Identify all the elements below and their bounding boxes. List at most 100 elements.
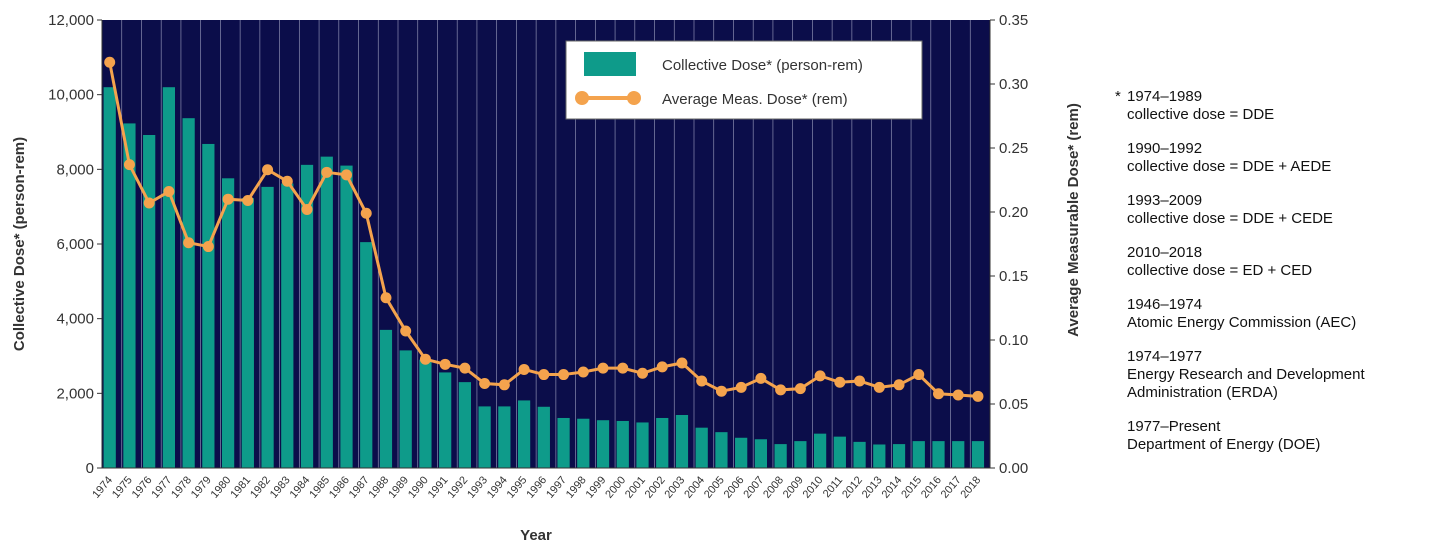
x-tick-label: 1991 (426, 474, 451, 500)
x-tick-label: 1976 (130, 474, 155, 500)
x-tick-label: 1999 (584, 474, 609, 500)
note-period: 1974–1989 (1127, 88, 1203, 105)
x-tick-label: 2001 (623, 474, 648, 500)
bar-1993 (478, 406, 491, 468)
note-star: * (1115, 88, 1121, 105)
right-tick-label: 0.35 (999, 12, 1028, 29)
point-2004 (696, 375, 708, 387)
left-tick-label: 0 (86, 460, 94, 477)
x-tick-label: 2004 (682, 474, 707, 500)
x-tick-label: 2009 (781, 474, 806, 500)
point-1980 (222, 193, 234, 205)
bar-2001 (636, 422, 649, 468)
legend-bar-swatch (584, 52, 636, 76)
x-tick-label: 1998 (564, 474, 589, 500)
note-item: 1993–2009 collective dose = DDE + CEDE (1127, 192, 1435, 228)
bar-1984 (300, 164, 314, 468)
note-period: 1974–1977 (1127, 348, 1203, 365)
bar-2014 (892, 444, 906, 468)
right-axis: 0.00 0.05 0.10 0.15 0.20 0.25 0.30 0.35 (989, 12, 1028, 477)
x-tick-label: 1990 (406, 474, 431, 500)
x-tick-label: 2010 (801, 474, 826, 500)
note-text: Department of Energy (DOE) (1127, 436, 1321, 453)
bar-1990 (419, 359, 432, 468)
bar-2006 (735, 437, 748, 468)
x-axis-label: Year (520, 527, 552, 543)
bar-1983 (281, 183, 294, 468)
x-tick-label: 2006 (722, 474, 747, 500)
x-tick-label: 2007 (741, 474, 766, 500)
x-tick-label: 1995 (505, 474, 530, 500)
legend-line-label: Average Meas. Dose* (rem) (662, 91, 848, 108)
x-tick-label: 1988 (366, 474, 391, 500)
bar-1995 (517, 400, 531, 468)
point-1998 (577, 366, 589, 378)
bar-1985 (320, 156, 333, 468)
bar-1987 (360, 242, 373, 468)
bar-1989 (399, 350, 412, 468)
x-tick-label: 2013 (860, 474, 885, 500)
x-tick-label: 1980 (209, 474, 234, 500)
point-1984 (301, 203, 313, 215)
x-tick-label: 1983 (268, 474, 293, 500)
x-tick-label: 2002 (643, 474, 668, 500)
point-1983 (281, 175, 293, 187)
left-tick-label: 6,000 (56, 236, 94, 253)
bar-1975 (123, 123, 136, 468)
point-1978 (183, 237, 195, 249)
right-tick-label: 0.30 (999, 76, 1028, 93)
point-1992 (459, 362, 471, 374)
note-period: 1990–1992 (1127, 140, 1203, 157)
right-tick-label: 0.05 (999, 396, 1028, 413)
point-1996 (538, 369, 550, 381)
x-tick-label: 2014 (880, 474, 905, 500)
bar-1976 (143, 134, 156, 468)
bar-1977 (162, 87, 176, 468)
bar-2009 (794, 441, 807, 468)
note-item: 1990–1992 collective dose = DDE + AEDE (1127, 140, 1435, 176)
bar-1978 (182, 118, 195, 468)
note-item: 1974–1977 Energy Research and Development… (1127, 348, 1435, 402)
point-2013 (873, 381, 885, 393)
legend-bar-label: Collective Dose* (person-rem) (662, 57, 863, 74)
left-tick-label: 2,000 (56, 385, 94, 402)
bar-2018 (971, 441, 985, 468)
point-1982 (262, 164, 274, 176)
bar-1982 (261, 186, 274, 468)
note-period: 1977–Present (1127, 418, 1221, 435)
point-1995 (518, 363, 530, 375)
x-tick-label: 2000 (603, 474, 628, 500)
x-tick-label: 1994 (485, 474, 510, 500)
point-2001 (636, 367, 648, 379)
bar-2012 (853, 441, 866, 468)
right-tick-label: 0.15 (999, 268, 1028, 285)
bar-2002 (656, 417, 669, 468)
left-tick-label: 8,000 (56, 161, 94, 178)
point-1988 (380, 292, 392, 304)
line-series (104, 56, 984, 402)
x-tick-label: 2011 (821, 474, 845, 500)
bar-2004 (695, 427, 708, 468)
bar-1998 (577, 418, 590, 468)
point-1990 (419, 353, 431, 365)
point-1994 (498, 379, 510, 391)
x-tick-label: 1986 (327, 474, 352, 500)
bar-2007 (754, 439, 768, 468)
right-tick-label: 0.20 (999, 204, 1028, 221)
point-2010 (814, 370, 826, 382)
bar-2010 (813, 433, 827, 468)
note-text: Atomic Energy Commission (AEC) (1127, 314, 1357, 331)
x-tick-label: 1987 (347, 474, 372, 500)
point-1976 (143, 197, 155, 209)
x-tick-label: 2012 (840, 474, 865, 500)
x-tick-label: 1981 (228, 474, 253, 500)
bar-series (103, 20, 985, 469)
bar-1994 (498, 406, 511, 468)
point-1985 (321, 166, 333, 178)
point-1974 (104, 56, 116, 68)
note-text: Energy Research and Development Administr… (1127, 366, 1365, 401)
point-2005 (715, 385, 727, 397)
point-2016 (932, 388, 944, 400)
point-2003 (676, 357, 688, 369)
x-tick-label: 1997 (544, 474, 569, 500)
